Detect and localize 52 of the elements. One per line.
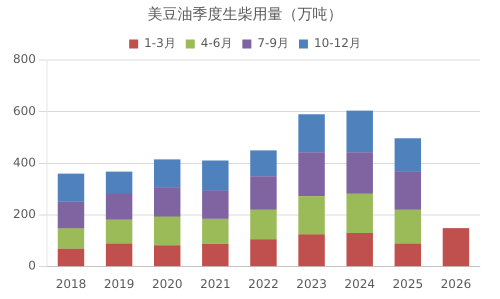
bar (298, 234, 325, 266)
bar (346, 233, 373, 266)
bar (250, 176, 277, 210)
bar (202, 244, 229, 266)
legend-label: 1-3月 (144, 36, 176, 50)
bar (106, 172, 132, 194)
bar (58, 202, 84, 228)
bar (154, 159, 180, 188)
bar (346, 110, 373, 152)
bar (202, 190, 229, 219)
bar (394, 172, 422, 210)
bar (394, 138, 422, 172)
y-tick-label: 800 (13, 52, 36, 66)
bar (250, 150, 277, 176)
legend-label: 4-6月 (200, 36, 232, 50)
x-tick-label: 2019 (104, 276, 134, 291)
y-tick-label: 200 (13, 207, 36, 222)
bar (202, 160, 229, 190)
legend-label: 7-9月 (257, 36, 289, 50)
bar (298, 114, 325, 152)
bar (346, 152, 373, 194)
y-tick-label: 400 (13, 155, 36, 170)
legend-label: 10-12月 (314, 36, 361, 50)
bar (106, 194, 132, 220)
y-tick-label: 600 (13, 104, 36, 118)
bar (106, 244, 132, 266)
x-tick-label: 2022 (248, 276, 279, 291)
x-tick-label: 2023 (296, 276, 327, 291)
bar (58, 174, 84, 202)
bar (346, 194, 373, 234)
bar (394, 244, 422, 266)
bar (58, 248, 84, 266)
bar (154, 216, 180, 246)
bar (58, 228, 84, 249)
bar (250, 210, 277, 240)
x-tick-label: 2020 (152, 276, 182, 291)
bar (298, 152, 325, 196)
bar (154, 187, 180, 216)
bar (250, 239, 277, 266)
bar (202, 218, 229, 244)
bar (394, 210, 422, 244)
x-tick-label: 2025 (392, 276, 424, 291)
bar (154, 245, 180, 266)
x-tick-label: 2026 (440, 276, 472, 291)
chart-title: 美豆油季度生柴用量（万吨） (148, 4, 342, 23)
y-tick-label: 0 (28, 258, 36, 273)
bar (298, 196, 325, 234)
bar (442, 228, 470, 266)
x-tick-label: 2024 (344, 276, 375, 291)
bar (106, 220, 132, 244)
x-tick-label: 2021 (200, 276, 231, 291)
x-tick-label: 2018 (56, 276, 86, 291)
